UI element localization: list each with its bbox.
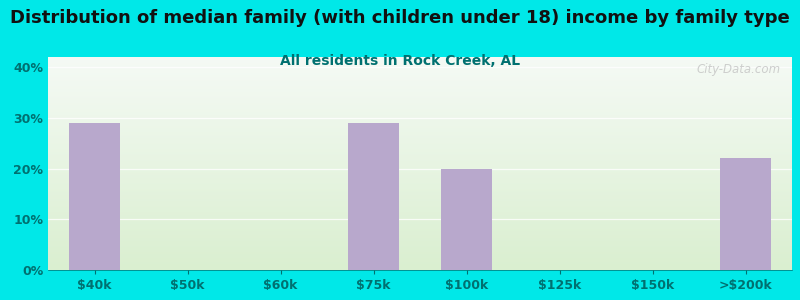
- Bar: [441, 169, 492, 270]
- Text: Distribution of median family (with children under 18) income by family type: Distribution of median family (with chil…: [10, 9, 790, 27]
- Text: All residents in Rock Creek, AL: All residents in Rock Creek, AL: [280, 54, 520, 68]
- Bar: [348, 123, 399, 270]
- Text: City-Data.com: City-Data.com: [697, 63, 781, 76]
- Bar: [69, 123, 120, 270]
- Bar: [720, 158, 771, 270]
